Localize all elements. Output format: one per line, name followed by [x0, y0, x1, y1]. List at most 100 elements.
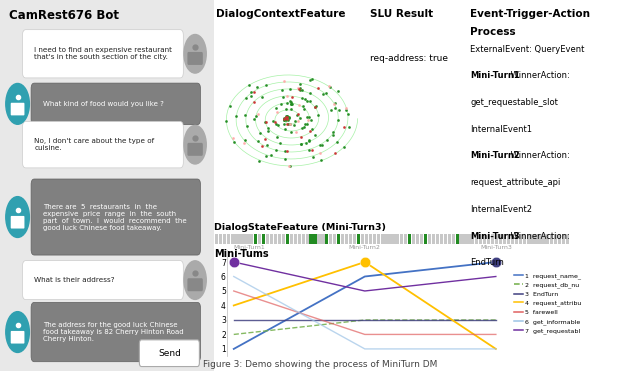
Text: The address for the good luck Chinese
food takeaway is 82 Cherry Hinton Road
Che: The address for the good luck Chinese fo… [43, 322, 184, 342]
FancyBboxPatch shape [188, 143, 203, 156]
Text: DialogStateFeature (Mini-Turn3): DialogStateFeature (Mini-Turn3) [214, 223, 387, 232]
Text: SLU Result: SLU Result [370, 9, 433, 19]
Text: There are  5  restaurants  in  the
expensive  price  range  in  the  south
part : There are 5 restaurants in the expensive… [43, 204, 186, 230]
Text: WinnerAction:: WinnerAction: [508, 71, 569, 80]
Bar [357, 234, 360, 244]
Bar [337, 234, 340, 244]
Text: Send: Send [158, 349, 181, 358]
Bar [412, 234, 415, 244]
Text: WinnerAction:: WinnerAction: [508, 151, 569, 160]
Bar [388, 234, 392, 244]
Circle shape [184, 261, 206, 299]
FancyBboxPatch shape [22, 260, 183, 300]
Circle shape [6, 83, 29, 124]
FancyBboxPatch shape [140, 340, 200, 367]
FancyBboxPatch shape [11, 216, 24, 229]
Text: Mini-Turn1: Mini-Turn1 [470, 71, 520, 80]
Bar [227, 234, 230, 244]
Bar [440, 234, 443, 244]
Bar [566, 234, 569, 244]
FancyBboxPatch shape [11, 331, 24, 344]
Bar [314, 234, 317, 244]
Bar [246, 234, 250, 244]
Bar [471, 234, 474, 244]
Bar [463, 234, 467, 244]
Bar [531, 234, 534, 244]
Text: Process: Process [470, 27, 516, 37]
Bar [547, 234, 550, 244]
Bar [381, 234, 384, 244]
FancyBboxPatch shape [188, 52, 203, 65]
Bar [483, 234, 486, 244]
Bar [230, 234, 234, 244]
Text: Mini-Turn3: Mini-Turn3 [470, 232, 520, 240]
Circle shape [184, 125, 206, 164]
Bar [353, 234, 356, 244]
Bar [262, 234, 266, 244]
Bar [341, 234, 344, 244]
Bar [329, 234, 332, 244]
Bar [278, 234, 281, 244]
Bar [376, 234, 380, 244]
Bar [447, 234, 451, 244]
Text: WinnerAction:: WinnerAction: [508, 232, 569, 240]
FancyBboxPatch shape [11, 103, 24, 115]
Bar [404, 234, 408, 244]
Bar [219, 234, 222, 244]
Text: Figure 3: Demo showing the process of MiniTurn DM: Figure 3: Demo showing the process of Mi… [203, 360, 437, 369]
Bar [234, 234, 237, 244]
FancyBboxPatch shape [188, 278, 203, 291]
Text: I need to find an expensive restaurant
that's in the south section of the city.: I need to find an expensive restaurant t… [35, 47, 172, 60]
Bar [392, 234, 396, 244]
Bar [499, 234, 502, 244]
Bar [385, 234, 388, 244]
Bar [223, 234, 226, 244]
Text: No, I don't care about the type of
cuisine.: No, I don't care about the type of cuisi… [35, 138, 154, 151]
Text: Event-Trigger-Action: Event-Trigger-Action [470, 9, 590, 19]
FancyBboxPatch shape [31, 302, 200, 362]
Circle shape [6, 197, 29, 237]
Text: Mini-Tums: Mini-Tums [214, 249, 269, 259]
Bar [495, 234, 498, 244]
Bar [523, 234, 526, 244]
Bar [298, 234, 301, 244]
Bar [325, 234, 328, 244]
Bar [487, 234, 490, 244]
Bar [282, 234, 285, 244]
Bar [321, 234, 324, 244]
Text: Mini-Turn1: Mini-Turn1 [234, 245, 266, 250]
Text: InternalEvent1: InternalEvent1 [470, 125, 532, 134]
Bar [254, 234, 257, 244]
Bar [511, 234, 514, 244]
Bar [562, 234, 565, 244]
Legend: 1  request_name_, 2  request_db_nu, 3  EndTurn, 4  request_attribu, 5  farewell,: 1 request_name_, 2 request_db_nu, 3 EndT… [511, 270, 584, 336]
Bar [317, 234, 321, 244]
Bar [258, 234, 261, 244]
Bar [416, 234, 419, 244]
Bar [345, 234, 348, 244]
Bar [239, 234, 242, 244]
FancyBboxPatch shape [22, 30, 183, 78]
Bar [372, 234, 376, 244]
Text: Mini-Turn2: Mini-Turn2 [349, 245, 381, 250]
Bar [305, 234, 308, 244]
Bar [436, 234, 439, 244]
Text: What kind of food would you like ?: What kind of food would you like ? [43, 101, 164, 107]
Text: Mini-Turn3: Mini-Turn3 [480, 245, 512, 250]
Text: get_requestable_slot: get_requestable_slot [470, 98, 558, 107]
Text: InternalEvent2: InternalEvent2 [470, 205, 532, 214]
Text: request_attribute_api: request_attribute_api [470, 178, 561, 187]
FancyBboxPatch shape [31, 179, 200, 255]
Bar [270, 234, 273, 244]
Bar [420, 234, 423, 244]
Bar [428, 234, 431, 244]
Circle shape [184, 35, 206, 73]
Bar [467, 234, 470, 244]
Bar [558, 234, 561, 244]
Bar [361, 234, 364, 244]
Bar [452, 234, 455, 244]
Text: req-address: true: req-address: true [370, 54, 448, 63]
Bar [243, 234, 246, 244]
FancyBboxPatch shape [31, 83, 200, 125]
FancyBboxPatch shape [22, 121, 183, 168]
